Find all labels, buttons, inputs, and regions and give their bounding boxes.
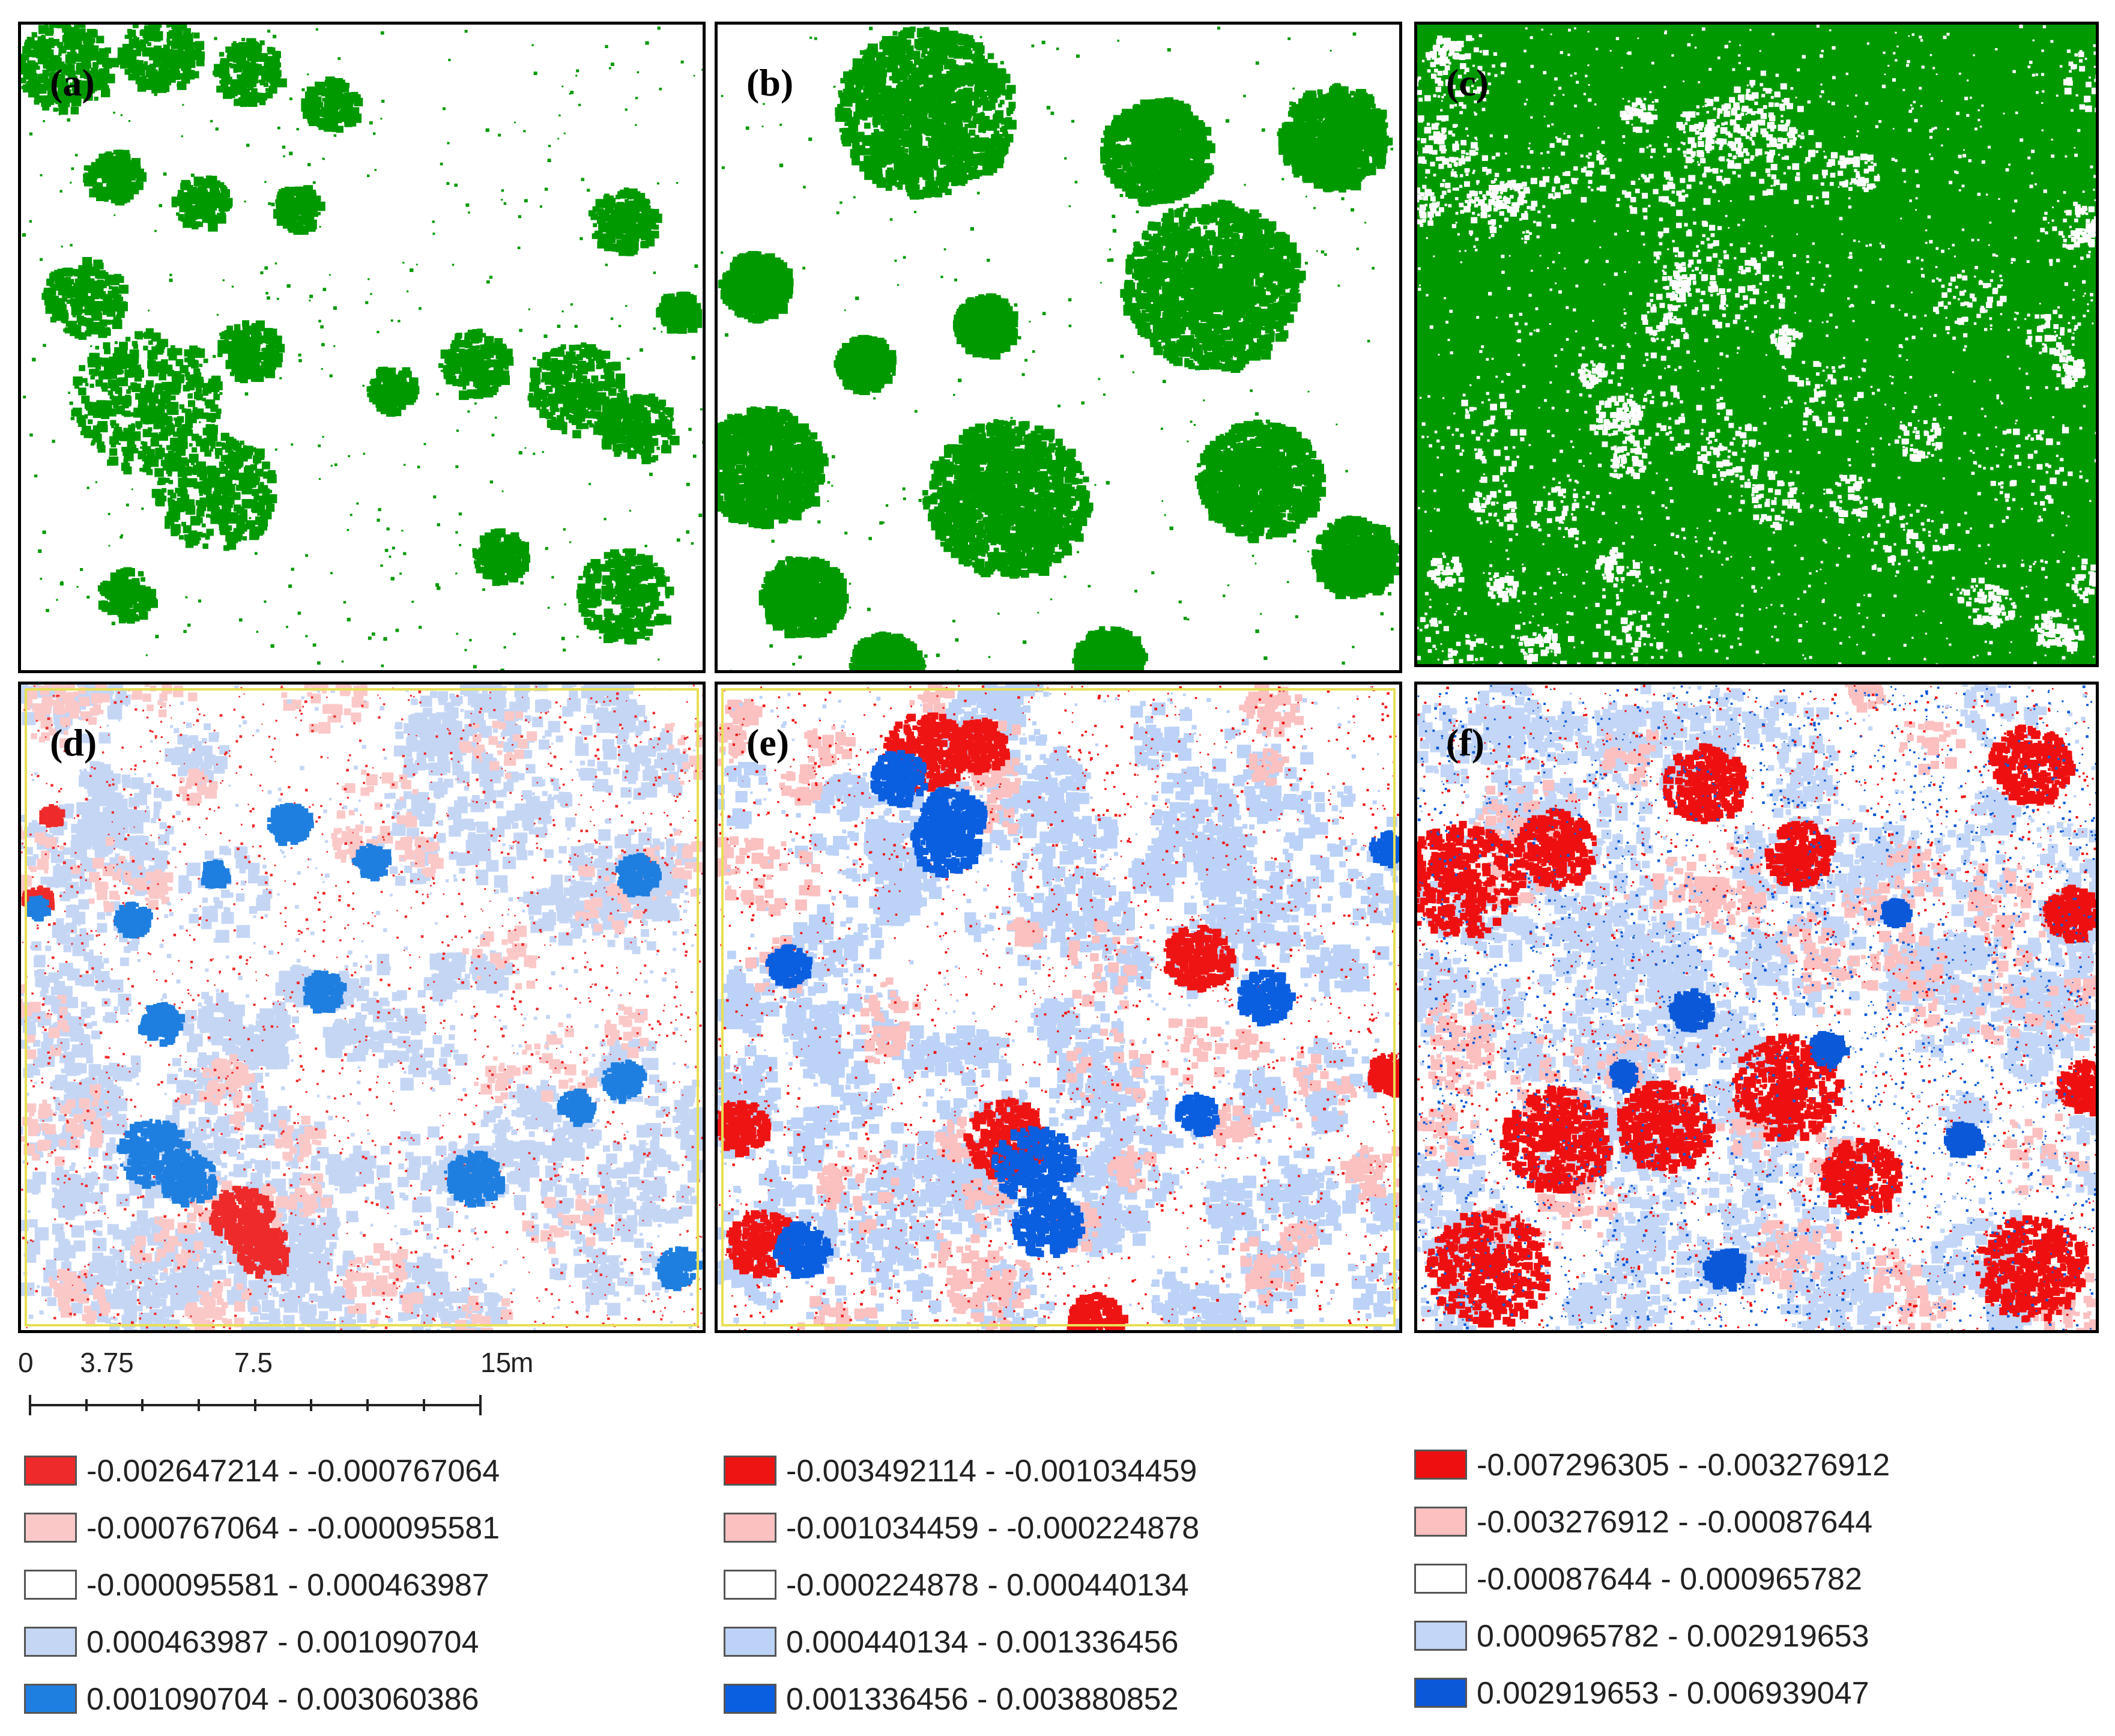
legend-swatch bbox=[1414, 1507, 1467, 1537]
map-panel-f: (f) bbox=[1414, 682, 2099, 1333]
legend-label: 0.000463987 - 0.001090704 bbox=[86, 1624, 479, 1660]
legend-label: -0.000095581 - 0.000463987 bbox=[86, 1567, 489, 1603]
scale-unit: m bbox=[510, 1347, 533, 1378]
legend-swatch bbox=[724, 1627, 776, 1657]
map-panel-d: (d) bbox=[18, 682, 706, 1333]
legend-label: -0.002647214 - -0.000767064 bbox=[86, 1453, 500, 1489]
legend-label: -0.000224878 - 0.000440134 bbox=[786, 1567, 1189, 1603]
legend-swatch bbox=[24, 1684, 77, 1714]
scale-line bbox=[29, 1395, 482, 1415]
residual-map-e bbox=[718, 685, 1399, 1330]
legend-label: -0.003492114 - -0.001034459 bbox=[786, 1453, 1197, 1489]
legend-swatch bbox=[24, 1627, 77, 1657]
legend-swatch bbox=[1414, 1450, 1467, 1480]
scale-tick-7-5: 7.5 bbox=[234, 1347, 273, 1378]
map-panel-e: (e) bbox=[715, 682, 1402, 1333]
legend-swatch bbox=[724, 1513, 776, 1543]
legend-swatch bbox=[24, 1570, 77, 1600]
legend-label: -0.001034459 - -0.000224878 bbox=[786, 1510, 1199, 1546]
map-panel-b: (b) bbox=[715, 22, 1402, 673]
legend-label: -0.003276912 - -0.00087644 bbox=[1477, 1504, 1872, 1540]
legend-swatch bbox=[724, 1456, 776, 1486]
legend-e: -0.003492114 - -0.001034459 -0.001034459… bbox=[724, 1453, 1384, 1729]
scale-bar: 0 3.75 7.5 15 m bbox=[18, 1342, 558, 1432]
legend-swatch bbox=[1414, 1621, 1467, 1651]
legend-label: 0.000965782 - 0.002919653 bbox=[1477, 1618, 1869, 1654]
legend-swatch bbox=[724, 1684, 776, 1714]
legend-label: 0.002919653 - 0.006939047 bbox=[1477, 1675, 1869, 1711]
scale-tick-3-75: 3.75 bbox=[80, 1347, 134, 1378]
legend-label: 0.000440134 - 0.001336456 bbox=[786, 1624, 1179, 1660]
canopy-map-a bbox=[21, 25, 703, 670]
residual-map-f bbox=[1417, 685, 2096, 1330]
panel-label-f: (f) bbox=[1446, 721, 1484, 765]
legend-swatch bbox=[24, 1513, 77, 1543]
panel-label-b: (b) bbox=[746, 61, 793, 105]
map-panel-c: (c) bbox=[1414, 22, 2099, 667]
canopy-map-b bbox=[718, 26, 1399, 670]
map-panel-a: (a) bbox=[18, 22, 706, 673]
legend-label: 0.001336456 - 0.003880852 bbox=[786, 1681, 1179, 1717]
panel-label-d: (d) bbox=[50, 721, 97, 765]
panel-label-a: (a) bbox=[50, 61, 95, 105]
legend-swatch bbox=[1414, 1678, 1467, 1708]
legend-f: -0.007296305 - -0.003276912 -0.003276912… bbox=[1414, 1447, 2099, 1723]
legend-swatch bbox=[24, 1456, 77, 1486]
legend-label: -0.00087644 - 0.000965782 bbox=[1477, 1561, 1862, 1597]
residual-map-d bbox=[21, 685, 703, 1330]
legend-swatch bbox=[724, 1570, 776, 1600]
legend-label: -0.007296305 - -0.003276912 bbox=[1477, 1447, 1890, 1483]
legend-label: 0.001090704 - 0.003060386 bbox=[86, 1681, 479, 1717]
scale-tick-15: 15 bbox=[480, 1347, 511, 1378]
panel-label-c: (c) bbox=[1446, 61, 1489, 105]
scale-tick-0: 0 bbox=[18, 1347, 34, 1378]
legend-swatch bbox=[1414, 1564, 1467, 1594]
panel-label-e: (e) bbox=[746, 721, 789, 765]
canopy-map-c bbox=[1417, 25, 2096, 664]
legend-d: -0.002647214 - -0.000767064 -0.000767064… bbox=[24, 1453, 685, 1729]
legend-label: -0.000767064 - -0.000095581 bbox=[86, 1510, 500, 1546]
